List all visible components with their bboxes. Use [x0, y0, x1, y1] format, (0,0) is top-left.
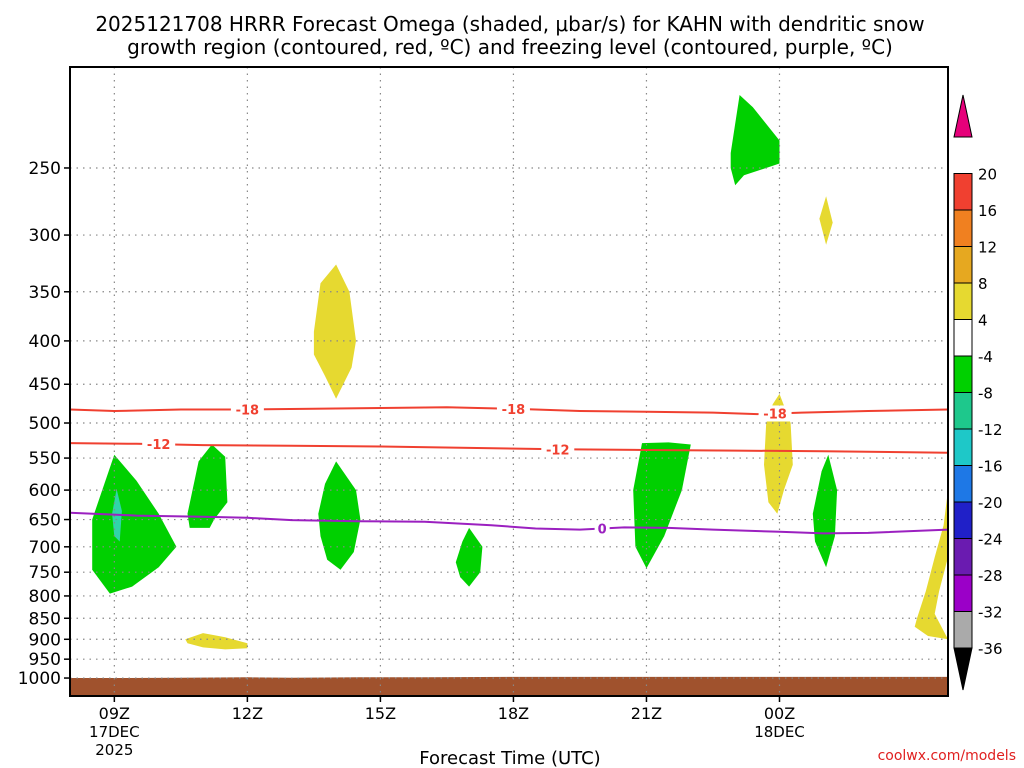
y-tick-label-600: 600	[29, 481, 61, 501]
colorbar-label-8: -8	[978, 385, 993, 403]
colorbar-swatch-10	[953, 282, 973, 320]
x-tick-date-09Z: 17DEC	[89, 723, 140, 741]
chart-title-line1: 2025121708 HRRR Forecast Omega (shaded, …	[95, 12, 924, 36]
x-tick-year-09Z: 2025	[95, 741, 133, 759]
omega-region-1	[92, 454, 177, 594]
omega-region-7	[455, 527, 483, 587]
y-tick-label-700: 700	[29, 538, 61, 558]
x-axis-label: Forecast Time (UTC)	[419, 748, 600, 768]
colorbar-swatch-12	[953, 209, 973, 247]
x-tick-label-21Z: 21Z	[631, 704, 662, 723]
colorbar-label-9: -4	[978, 348, 993, 366]
contour-label-bg	[496, 400, 530, 417]
contour-layer: -18 -18 -18 -12 -12 0	[69, 400, 949, 537]
colorbar-label-14: 20	[978, 166, 997, 184]
omega-region-9	[730, 95, 780, 186]
colorbar-swatch-8	[953, 355, 973, 393]
y-tick-label-800: 800	[29, 587, 61, 607]
colorbar-label-6: -16	[978, 458, 1003, 476]
y-tick-label-250: 250	[29, 159, 61, 179]
chart-title-line2: growth region (contoured, red, ºC) and f…	[127, 35, 893, 59]
contour-label--18-3: -18	[763, 407, 787, 422]
grid-layer	[70, 67, 948, 696]
colorbar-label-13: 16	[978, 202, 997, 220]
y-tick-label-750: 750	[29, 563, 61, 583]
contour-label--12-1: -12	[147, 438, 171, 453]
colorbar-label-7: -12	[978, 421, 1003, 439]
x-tick-label-15Z: 15Z	[365, 704, 396, 723]
colorbar-label-11: 8	[978, 275, 988, 293]
omega-region-6	[318, 461, 361, 570]
omega-region-3	[187, 444, 228, 528]
colorbar-swatch-5	[953, 465, 973, 503]
omega-region-5	[313, 264, 356, 399]
plot-frame	[69, 66, 949, 697]
colorbar-label-4: -24	[978, 531, 1003, 549]
colorbar-swatch-9	[953, 319, 973, 357]
contour-label--18-1: -18	[236, 404, 260, 419]
contour-label-bg	[230, 401, 264, 418]
y-tick-label-500: 500	[29, 414, 61, 434]
contour-label--18-2: -18	[502, 403, 526, 418]
y-tick-label-850: 850	[29, 609, 61, 629]
colorbar-label-12: 12	[978, 239, 997, 257]
colorbar-swatch-13	[953, 173, 973, 211]
x-tick-label-00Z: 00Z	[764, 704, 795, 723]
colorbar-label-1: -36	[978, 640, 1003, 658]
colorbar-label-10: 4	[978, 312, 988, 330]
x-tick-label-18Z: 18Z	[498, 704, 529, 723]
contour-label-bg	[758, 405, 792, 422]
contour-label-bg	[541, 441, 575, 458]
terrain-layer	[70, 676, 948, 696]
y-tick-label-1000: 1000	[18, 669, 61, 689]
contour-label--12-2: -12	[546, 443, 570, 458]
omega-shading-layer	[92, 95, 948, 650]
contour-label-0-1: 0	[598, 522, 607, 537]
omega-region-12	[812, 454, 838, 568]
y-tick-label-900: 900	[29, 630, 61, 650]
contour-line-0	[69, 511, 949, 535]
colorbar-swatch-11	[953, 246, 973, 284]
colorbar: -36 -32 -28 -24 -20 -16 -12 -8 -4 4 8 12 16 20	[953, 94, 1003, 691]
colorbar-swatch-6	[953, 428, 973, 466]
y-tick-label-450: 450	[29, 375, 61, 395]
colorbar-swatch-7	[953, 392, 973, 430]
y-tick-label-550: 550	[29, 449, 61, 469]
colorbar-arrow-high	[953, 94, 973, 138]
contour-label-bg	[142, 436, 176, 453]
omega-region-11	[819, 196, 833, 245]
omega-region-10	[764, 393, 793, 514]
y-tick-label-300: 300	[29, 226, 61, 246]
y-tick-label-400: 400	[29, 332, 61, 352]
x-tick-label-12Z: 12Z	[232, 704, 263, 723]
terrain-fill	[70, 676, 948, 696]
credit-link[interactable]: coolwx.com/models	[878, 748, 1016, 764]
colorbar-arrow-low	[953, 647, 973, 691]
contour-label-bg	[594, 520, 610, 537]
y-tick-label-950: 950	[29, 650, 61, 670]
colorbar-swatch-3	[953, 538, 973, 576]
omega-region-13	[914, 490, 948, 640]
x-tick-label-09Z: 09Z	[99, 704, 130, 723]
omega-region-8	[633, 442, 691, 569]
colorbar-label-2: -32	[978, 604, 1003, 622]
y-tick-label-350: 350	[29, 283, 61, 303]
colorbar-swatch-4	[953, 501, 973, 539]
colorbar-swatch-2	[953, 574, 973, 612]
omega-region-4	[185, 633, 248, 650]
colorbar-label-5: -20	[978, 494, 1003, 512]
x-tick-date-00Z: 18DEC	[754, 723, 805, 741]
y-tick-label-650: 650	[29, 511, 61, 531]
colorbar-label-3: -28	[978, 567, 1003, 585]
contour-line--12	[69, 442, 949, 454]
colorbar-swatch-1	[953, 611, 973, 649]
axes-layer: 2503003504004505005506006507007508008509…	[18, 66, 949, 759]
